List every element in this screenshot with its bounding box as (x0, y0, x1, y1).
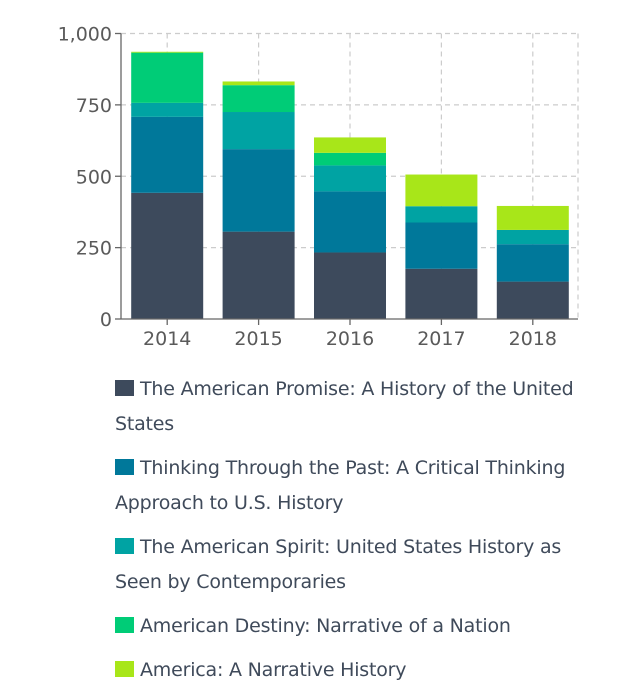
bar-segment[interactable] (131, 192, 204, 319)
x-tick-label: 2018 (509, 328, 557, 350)
axes (115, 32, 578, 325)
bar-segment[interactable] (405, 206, 478, 223)
bar-segment[interactable] (222, 149, 295, 232)
bar-segment[interactable] (131, 116, 204, 193)
x-tick-label: 2017 (417, 328, 465, 350)
legend-item[interactable]: The American Promise: A History of the U… (115, 372, 605, 442)
y-tick-label: 500 (76, 166, 112, 188)
bar-segment[interactable] (496, 281, 569, 319)
legend-label: Thinking Through the Past: A Critical Th… (115, 457, 566, 514)
y-tick-label: 0 (100, 309, 112, 331)
legend-label: American Destiny: Narrative of a Nation (140, 615, 511, 637)
y-tick-label: 1,000 (58, 24, 112, 46)
y-tick-label: 750 (76, 95, 112, 117)
legend-swatch (115, 459, 134, 475)
bar-segment[interactable] (222, 85, 295, 113)
bar-segment[interactable] (496, 244, 569, 282)
bar-segment[interactable] (496, 205, 569, 230)
bar-segment[interactable] (314, 165, 386, 192)
legend-item[interactable]: America: A Narrative History (115, 653, 605, 688)
bar-segment[interactable] (314, 152, 386, 166)
y-tick-label: 250 (76, 238, 112, 260)
legend-swatch (115, 380, 134, 396)
x-tick-label: 2015 (234, 328, 282, 350)
bar-segment[interactable] (222, 112, 295, 150)
legend-label: The American Promise: A History of the U… (115, 378, 574, 435)
x-tick-label: 2016 (326, 328, 374, 350)
bars (131, 51, 569, 319)
bar-segment[interactable] (131, 102, 204, 117)
legend-label: The American Spirit: United States Histo… (115, 536, 562, 593)
legend-swatch (115, 617, 134, 633)
legend-item[interactable]: American Destiny: Narrative of a Nation (115, 609, 605, 644)
tick-labels: 0 250 500 750 1,000 2014 2015 2016 2017 2018 (58, 24, 557, 351)
bar-segment[interactable] (405, 268, 478, 319)
bar-segment[interactable] (222, 81, 295, 86)
legend-item[interactable]: The American Spirit: United States Histo… (115, 530, 605, 600)
bar-segment[interactable] (496, 229, 569, 245)
bar-segment[interactable] (222, 231, 295, 319)
legend-swatch (115, 538, 134, 554)
legend-swatch (115, 661, 134, 677)
bar-segment[interactable] (131, 51, 204, 53)
legend-item[interactable]: Thinking Through the Past: A Critical Th… (115, 451, 605, 521)
legend: The American Promise: A History of the U… (115, 372, 605, 697)
bar-segment[interactable] (314, 191, 386, 253)
x-tick-label: 2014 (143, 328, 191, 350)
legend-label: America: A Narrative History (140, 659, 407, 681)
bar-segment[interactable] (314, 137, 386, 153)
bar-segment[interactable] (405, 222, 478, 269)
bar-segment[interactable] (131, 52, 204, 103)
bar-segment[interactable] (405, 174, 478, 207)
stacked-bar-chart: 0 250 500 750 1,000 2014 2015 2016 2017 2018 (58, 24, 579, 351)
bar-segment[interactable] (314, 252, 386, 319)
